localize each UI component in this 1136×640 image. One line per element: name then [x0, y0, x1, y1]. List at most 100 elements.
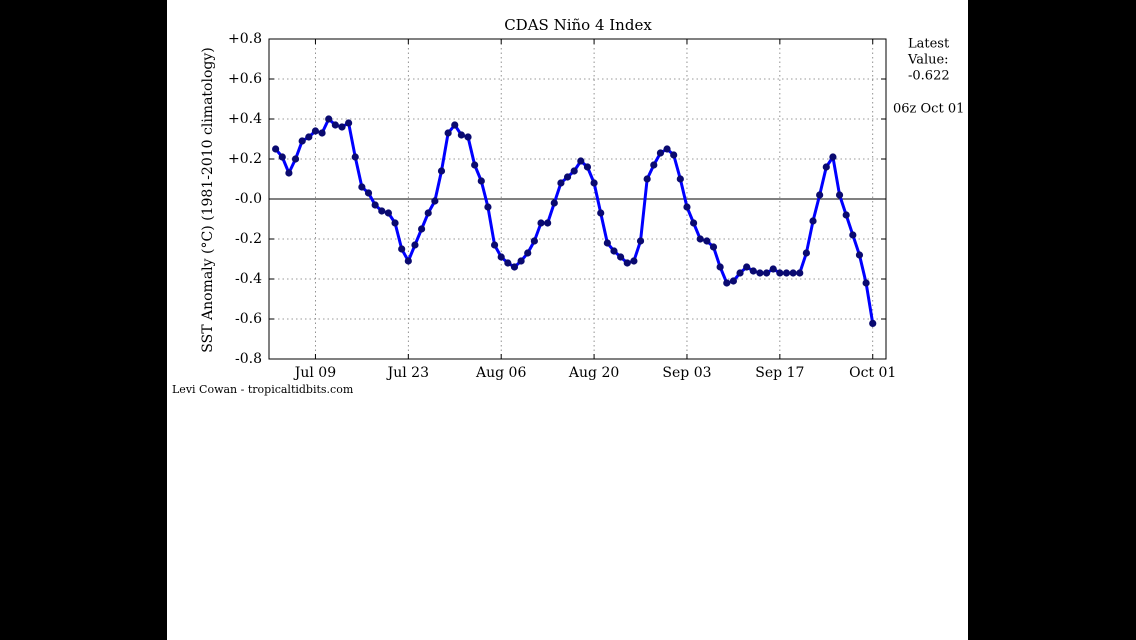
- data-point: [364, 189, 373, 197]
- data-point: [444, 129, 452, 137]
- data-point: [690, 219, 698, 227]
- data-point: [630, 257, 638, 265]
- data-point: [530, 237, 538, 245]
- x-tick-label: Oct 01: [849, 365, 896, 381]
- data-point: [371, 201, 379, 209]
- chart: CDAS Niño 4 Index SST Anomaly (°C) (1981…: [172, 16, 964, 396]
- y-tick-label: -0.2: [235, 231, 262, 247]
- data-point: [849, 231, 857, 239]
- data-point: [756, 269, 764, 277]
- data-point: [590, 179, 598, 187]
- data-point: [517, 257, 525, 265]
- data-point: [696, 235, 704, 243]
- data-point: [643, 175, 651, 183]
- data-point: [278, 153, 286, 161]
- data-point: [663, 145, 671, 153]
- y-tick-label: +0.2: [228, 151, 262, 167]
- y-tick-label: +0.8: [228, 31, 262, 47]
- data-point: [769, 265, 777, 273]
- data-point: [311, 127, 320, 135]
- data-point: [471, 161, 479, 169]
- x-tick-label: Jul 09: [293, 365, 336, 381]
- data-point: [603, 239, 611, 247]
- data-point: [510, 263, 519, 271]
- data-point: [650, 161, 658, 169]
- data-point: [457, 131, 465, 139]
- data-point: [557, 179, 565, 187]
- latest-value: -0.622: [908, 69, 950, 84]
- data-point: [782, 269, 791, 277]
- data-point: [378, 207, 386, 215]
- y-tick-label: +0.6: [228, 71, 262, 87]
- data-point: [656, 149, 665, 157]
- data-point: [610, 247, 618, 255]
- data-point: [291, 155, 300, 163]
- data-point: [404, 257, 412, 265]
- data-point: [597, 209, 605, 217]
- annotation: Value:: [907, 53, 949, 68]
- data-point: [351, 153, 359, 161]
- data-point: [862, 279, 870, 287]
- data-point: [345, 119, 353, 127]
- data-point: [577, 157, 585, 165]
- x-tick-label: Sep 17: [755, 365, 804, 381]
- data-point: [796, 269, 804, 277]
- credit: Levi Cowan - tropicaltidbits.com: [172, 383, 354, 396]
- data-point: [358, 183, 366, 191]
- data-point: [464, 133, 472, 141]
- data-point: [816, 191, 824, 199]
- annotation: Latest: [908, 37, 950, 52]
- data-point: [550, 199, 558, 207]
- data-point: [636, 237, 645, 245]
- data-point: [437, 167, 446, 175]
- data-point: [670, 151, 678, 159]
- data-point: [504, 259, 512, 267]
- data-point: [325, 115, 333, 123]
- chart-title: CDAS Niño 4 Index: [504, 16, 652, 34]
- data-point: [305, 133, 313, 141]
- data-point: [537, 219, 545, 227]
- data-point: [829, 153, 837, 161]
- data-point: [338, 123, 346, 131]
- data-point: [676, 175, 684, 183]
- data-point: [583, 163, 592, 171]
- data-point: [298, 137, 306, 145]
- data-point: [431, 197, 439, 205]
- y-tick-label: -0.8: [235, 351, 262, 367]
- data-point: [789, 269, 797, 277]
- plot-frame: [268, 38, 887, 360]
- x-tick-label: Aug 06: [475, 365, 526, 381]
- data-point: [623, 259, 631, 267]
- data-point: [835, 191, 844, 199]
- data-point: [451, 121, 459, 129]
- data-point: [683, 203, 691, 211]
- data-point: [424, 209, 432, 217]
- data-point: [391, 219, 399, 227]
- data-point: [331, 121, 339, 129]
- y-axis-label: SST Anomaly (°C) (1981-2010 climatology): [200, 47, 216, 352]
- data-point: [524, 249, 532, 257]
- data-point: [617, 253, 625, 261]
- data-point: [490, 241, 499, 249]
- data-point: [544, 219, 552, 227]
- data-point: [736, 269, 744, 277]
- data-point: [384, 209, 393, 217]
- data-point: [272, 145, 280, 153]
- valid-time: 06z Oct 01: [893, 102, 964, 117]
- data-point: [729, 277, 738, 285]
- y-tick-label: -0.4: [235, 271, 262, 287]
- data-point: [802, 249, 810, 257]
- data-point: [749, 267, 757, 275]
- data-point: [703, 237, 711, 245]
- data-point: [716, 263, 724, 271]
- data-point: [776, 269, 784, 277]
- data-point: [762, 269, 771, 277]
- data-point: [285, 169, 293, 177]
- x-tick-label: Aug 20: [568, 365, 619, 381]
- image-area: [167, 0, 968, 640]
- data-point: [809, 217, 817, 225]
- data-point: [563, 173, 572, 181]
- data-point: [743, 263, 751, 271]
- data-point: [822, 163, 830, 171]
